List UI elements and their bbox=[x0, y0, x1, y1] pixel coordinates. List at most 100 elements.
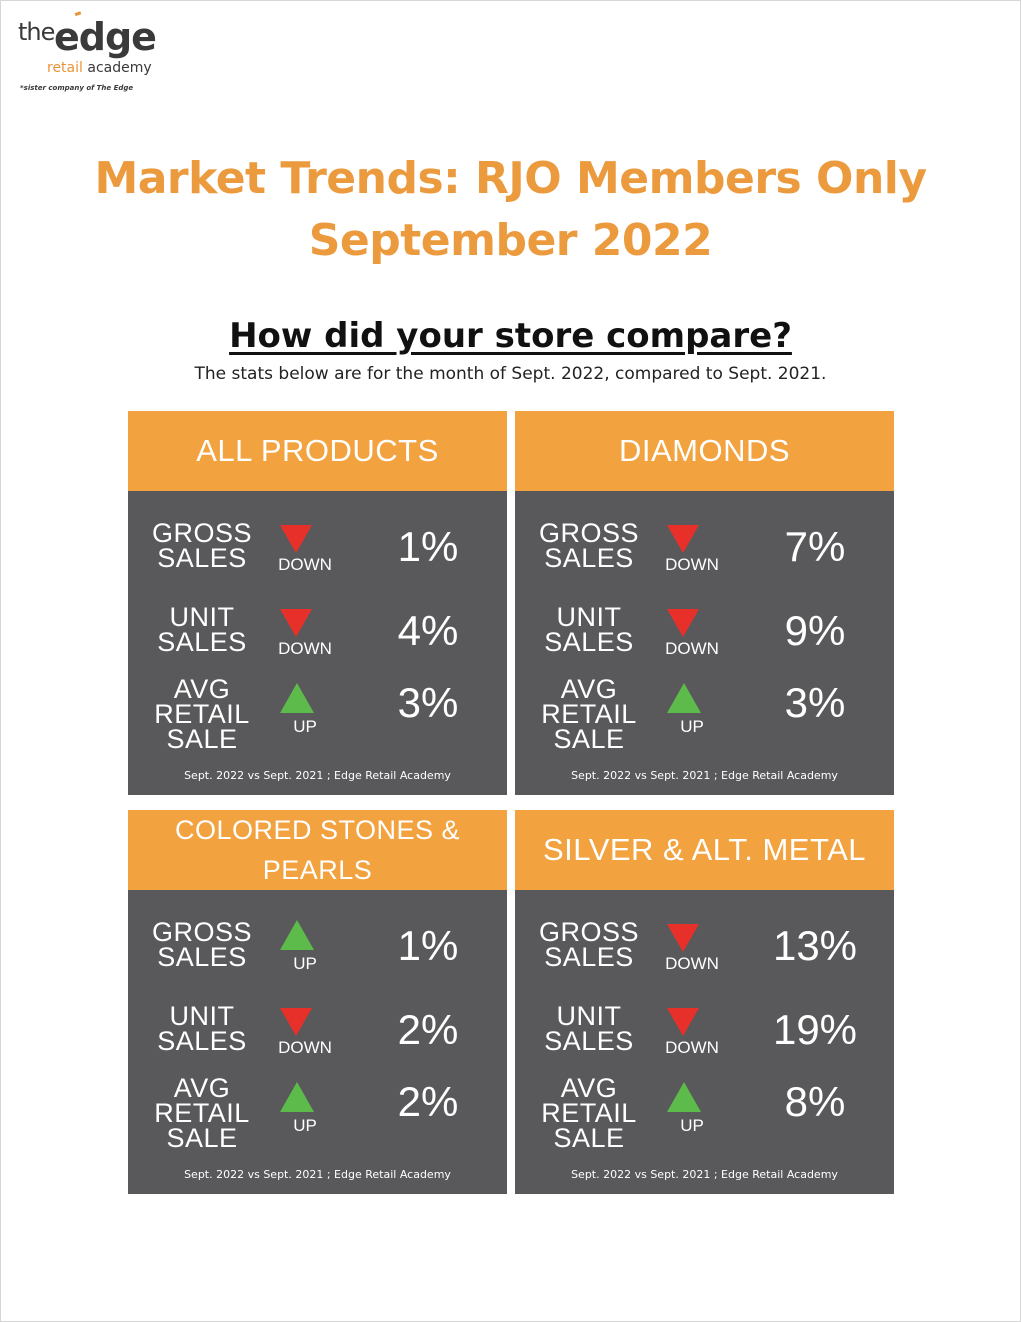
direction-label: DOWN bbox=[665, 555, 719, 574]
card-diamonds: DIAMONDS GROSS SALES DOWN 7% UNIT SALES DOWN 9%… bbox=[515, 411, 894, 795]
direction-label: UP bbox=[680, 1116, 704, 1135]
stat-label-line: UNIT bbox=[169, 1001, 235, 1031]
stat-row: UNIT SALES DOWN 4% bbox=[128, 595, 507, 677]
percent-change: 7% bbox=[784, 523, 846, 570]
percent-change: 1% bbox=[397, 523, 459, 570]
stat-label: UNIT SALES bbox=[533, 1001, 645, 1056]
percent-change: 4% bbox=[397, 607, 459, 654]
up-arrow-icon bbox=[280, 1082, 314, 1112]
direction-label: DOWN bbox=[278, 639, 332, 658]
stat-label-line: SALES bbox=[157, 942, 247, 972]
card-body: GROSS SALES DOWN 13% UNIT SALES DOWN 19% AVG RETA… bbox=[515, 890, 894, 1194]
stat-row: UNIT SALES DOWN 9% bbox=[515, 595, 894, 677]
stat-label: AVG RETAIL SALE bbox=[146, 674, 258, 754]
percent-change: 3% bbox=[784, 679, 846, 726]
stat-row: AVG RETAIL SALE UP 2% bbox=[128, 1075, 507, 1158]
stat-label-line: SALES bbox=[544, 1026, 634, 1056]
stat-label-line: SALES bbox=[544, 543, 634, 573]
percent-change: 8% bbox=[784, 1078, 846, 1125]
stat-label-line: GROSS bbox=[151, 518, 253, 548]
direction-label: UP bbox=[680, 717, 704, 736]
direction-label: DOWN bbox=[278, 555, 332, 574]
down-arrow-icon bbox=[667, 609, 699, 637]
up-arrow-icon bbox=[280, 920, 314, 950]
stat-label: GROSS SALES bbox=[533, 518, 645, 573]
stat-label-line: SALES bbox=[157, 627, 247, 657]
stat-label-line: SALES bbox=[157, 543, 247, 573]
card-body: GROSS SALES DOWN 7% UNIT SALES DOWN 9% AVG RETAIL… bbox=[515, 491, 894, 795]
card-title: DIAMONDS bbox=[515, 411, 894, 491]
percent-change: 13% bbox=[772, 922, 858, 969]
percent-change: 3% bbox=[397, 679, 459, 726]
stat-row: AVG RETAIL SALE UP 8% bbox=[515, 1073, 894, 1158]
stat-label-line: SALES bbox=[544, 942, 634, 972]
direction-label: DOWN bbox=[665, 954, 719, 973]
stat-label: GROSS SALES bbox=[533, 917, 645, 972]
percent-change: 2% bbox=[397, 1006, 459, 1053]
down-arrow-icon bbox=[667, 525, 699, 553]
direction-label: DOWN bbox=[665, 1038, 719, 1057]
up-arrow-icon bbox=[280, 683, 314, 713]
down-arrow-icon bbox=[280, 525, 312, 553]
up-arrow-icon bbox=[667, 683, 701, 713]
stat-label: AVG RETAIL SALE bbox=[146, 1075, 258, 1153]
source-note: Sept. 2022 vs Sept. 2021 ; Edge Retail A… bbox=[184, 769, 451, 782]
stat-label: GROSS SALES bbox=[146, 518, 258, 573]
stat-label-line: UNIT bbox=[169, 602, 235, 632]
stat-row: UNIT SALES DOWN 2% bbox=[128, 994, 507, 1076]
stat-label-line: SALE bbox=[166, 1123, 238, 1153]
stat-label-line: RETAIL bbox=[541, 699, 637, 729]
edge-retail-academy-logo: the edge retail academy *sister company … bbox=[18, 11, 178, 102]
source-note: Sept. 2022 vs Sept. 2021 ; Edge Retail A… bbox=[571, 769, 838, 782]
card-title-line1: COLORED STONES & bbox=[174, 815, 461, 845]
stat-label-line: RETAIL bbox=[541, 1098, 637, 1128]
card-title-line2: PEARLS bbox=[262, 855, 373, 885]
stat-label-line: GROSS bbox=[538, 917, 640, 947]
stat-label: AVG RETAIL SALE bbox=[533, 1073, 645, 1153]
page-title-line2: September 2022 bbox=[308, 215, 713, 266]
card-title: SILVER & ALT. METAL bbox=[515, 810, 894, 890]
card-title: COLORED STONES & PEARLS bbox=[128, 810, 507, 890]
down-arrow-icon bbox=[667, 1008, 699, 1036]
stat-label-line: GROSS bbox=[538, 518, 640, 548]
stat-row: GROSS SALES DOWN 7% bbox=[515, 511, 894, 593]
stat-label-line: UNIT bbox=[556, 602, 622, 632]
stat-label: AVG RETAIL SALE bbox=[533, 674, 645, 754]
stat-label: UNIT SALES bbox=[146, 602, 258, 657]
stat-label-line: SALE bbox=[166, 724, 238, 754]
stat-row: AVG RETAIL SALE UP 3% bbox=[128, 674, 507, 759]
percent-change: 1% bbox=[397, 922, 459, 969]
down-arrow-icon bbox=[280, 609, 312, 637]
logo-note: *sister company of The Edge bbox=[20, 84, 134, 92]
card-silver-alt-metal: SILVER & ALT. METAL GROSS SALES DOWN 13% UNI… bbox=[515, 810, 894, 1194]
stat-label-line: SALE bbox=[553, 1123, 625, 1153]
source-note: Sept. 2022 vs Sept. 2021 ; Edge Retail A… bbox=[184, 1168, 451, 1181]
down-arrow-icon bbox=[280, 1008, 312, 1036]
stat-label-line: AVG bbox=[560, 674, 618, 704]
section-caption: The stats below are for the month of Sep… bbox=[194, 364, 827, 384]
card-colored-stones-pearls: COLORED STONES & PEARLS GROSS SALES UP 1% UNI… bbox=[128, 810, 507, 1194]
down-arrow-icon bbox=[667, 924, 699, 952]
stat-label: UNIT SALES bbox=[146, 1001, 258, 1056]
direction-label: DOWN bbox=[278, 1038, 332, 1057]
direction-label: DOWN bbox=[665, 639, 719, 658]
stat-row: GROSS SALES UP 1% bbox=[128, 910, 507, 992]
card-body: GROSS SALES UP 1% UNIT SALES DOWN 2% AVG RETAIL SA… bbox=[128, 890, 507, 1194]
stat-label-line: RETAIL bbox=[154, 699, 250, 729]
direction-label: UP bbox=[293, 954, 317, 973]
direction-label: UP bbox=[293, 1116, 317, 1135]
stat-row: UNIT SALES DOWN 19% bbox=[515, 994, 894, 1076]
stat-label-line: SALES bbox=[157, 1026, 247, 1056]
percent-change: 9% bbox=[784, 607, 846, 654]
stat-label: GROSS SALES bbox=[146, 919, 258, 972]
logo-the: the bbox=[18, 18, 55, 46]
logo-edge: edge bbox=[54, 15, 157, 59]
percent-change: 2% bbox=[397, 1078, 459, 1125]
section-heading: How did your store compare? bbox=[229, 316, 792, 356]
stat-label-line: AVG bbox=[560, 1073, 618, 1103]
stat-row: AVG RETAIL SALE UP 3% bbox=[515, 674, 894, 759]
source-note: Sept. 2022 vs Sept. 2021 ; Edge Retail A… bbox=[571, 1168, 838, 1181]
stat-label-line: AVG bbox=[173, 674, 231, 704]
stat-label-line: UNIT bbox=[556, 1001, 622, 1031]
stat-label-line: SALE bbox=[553, 724, 625, 754]
